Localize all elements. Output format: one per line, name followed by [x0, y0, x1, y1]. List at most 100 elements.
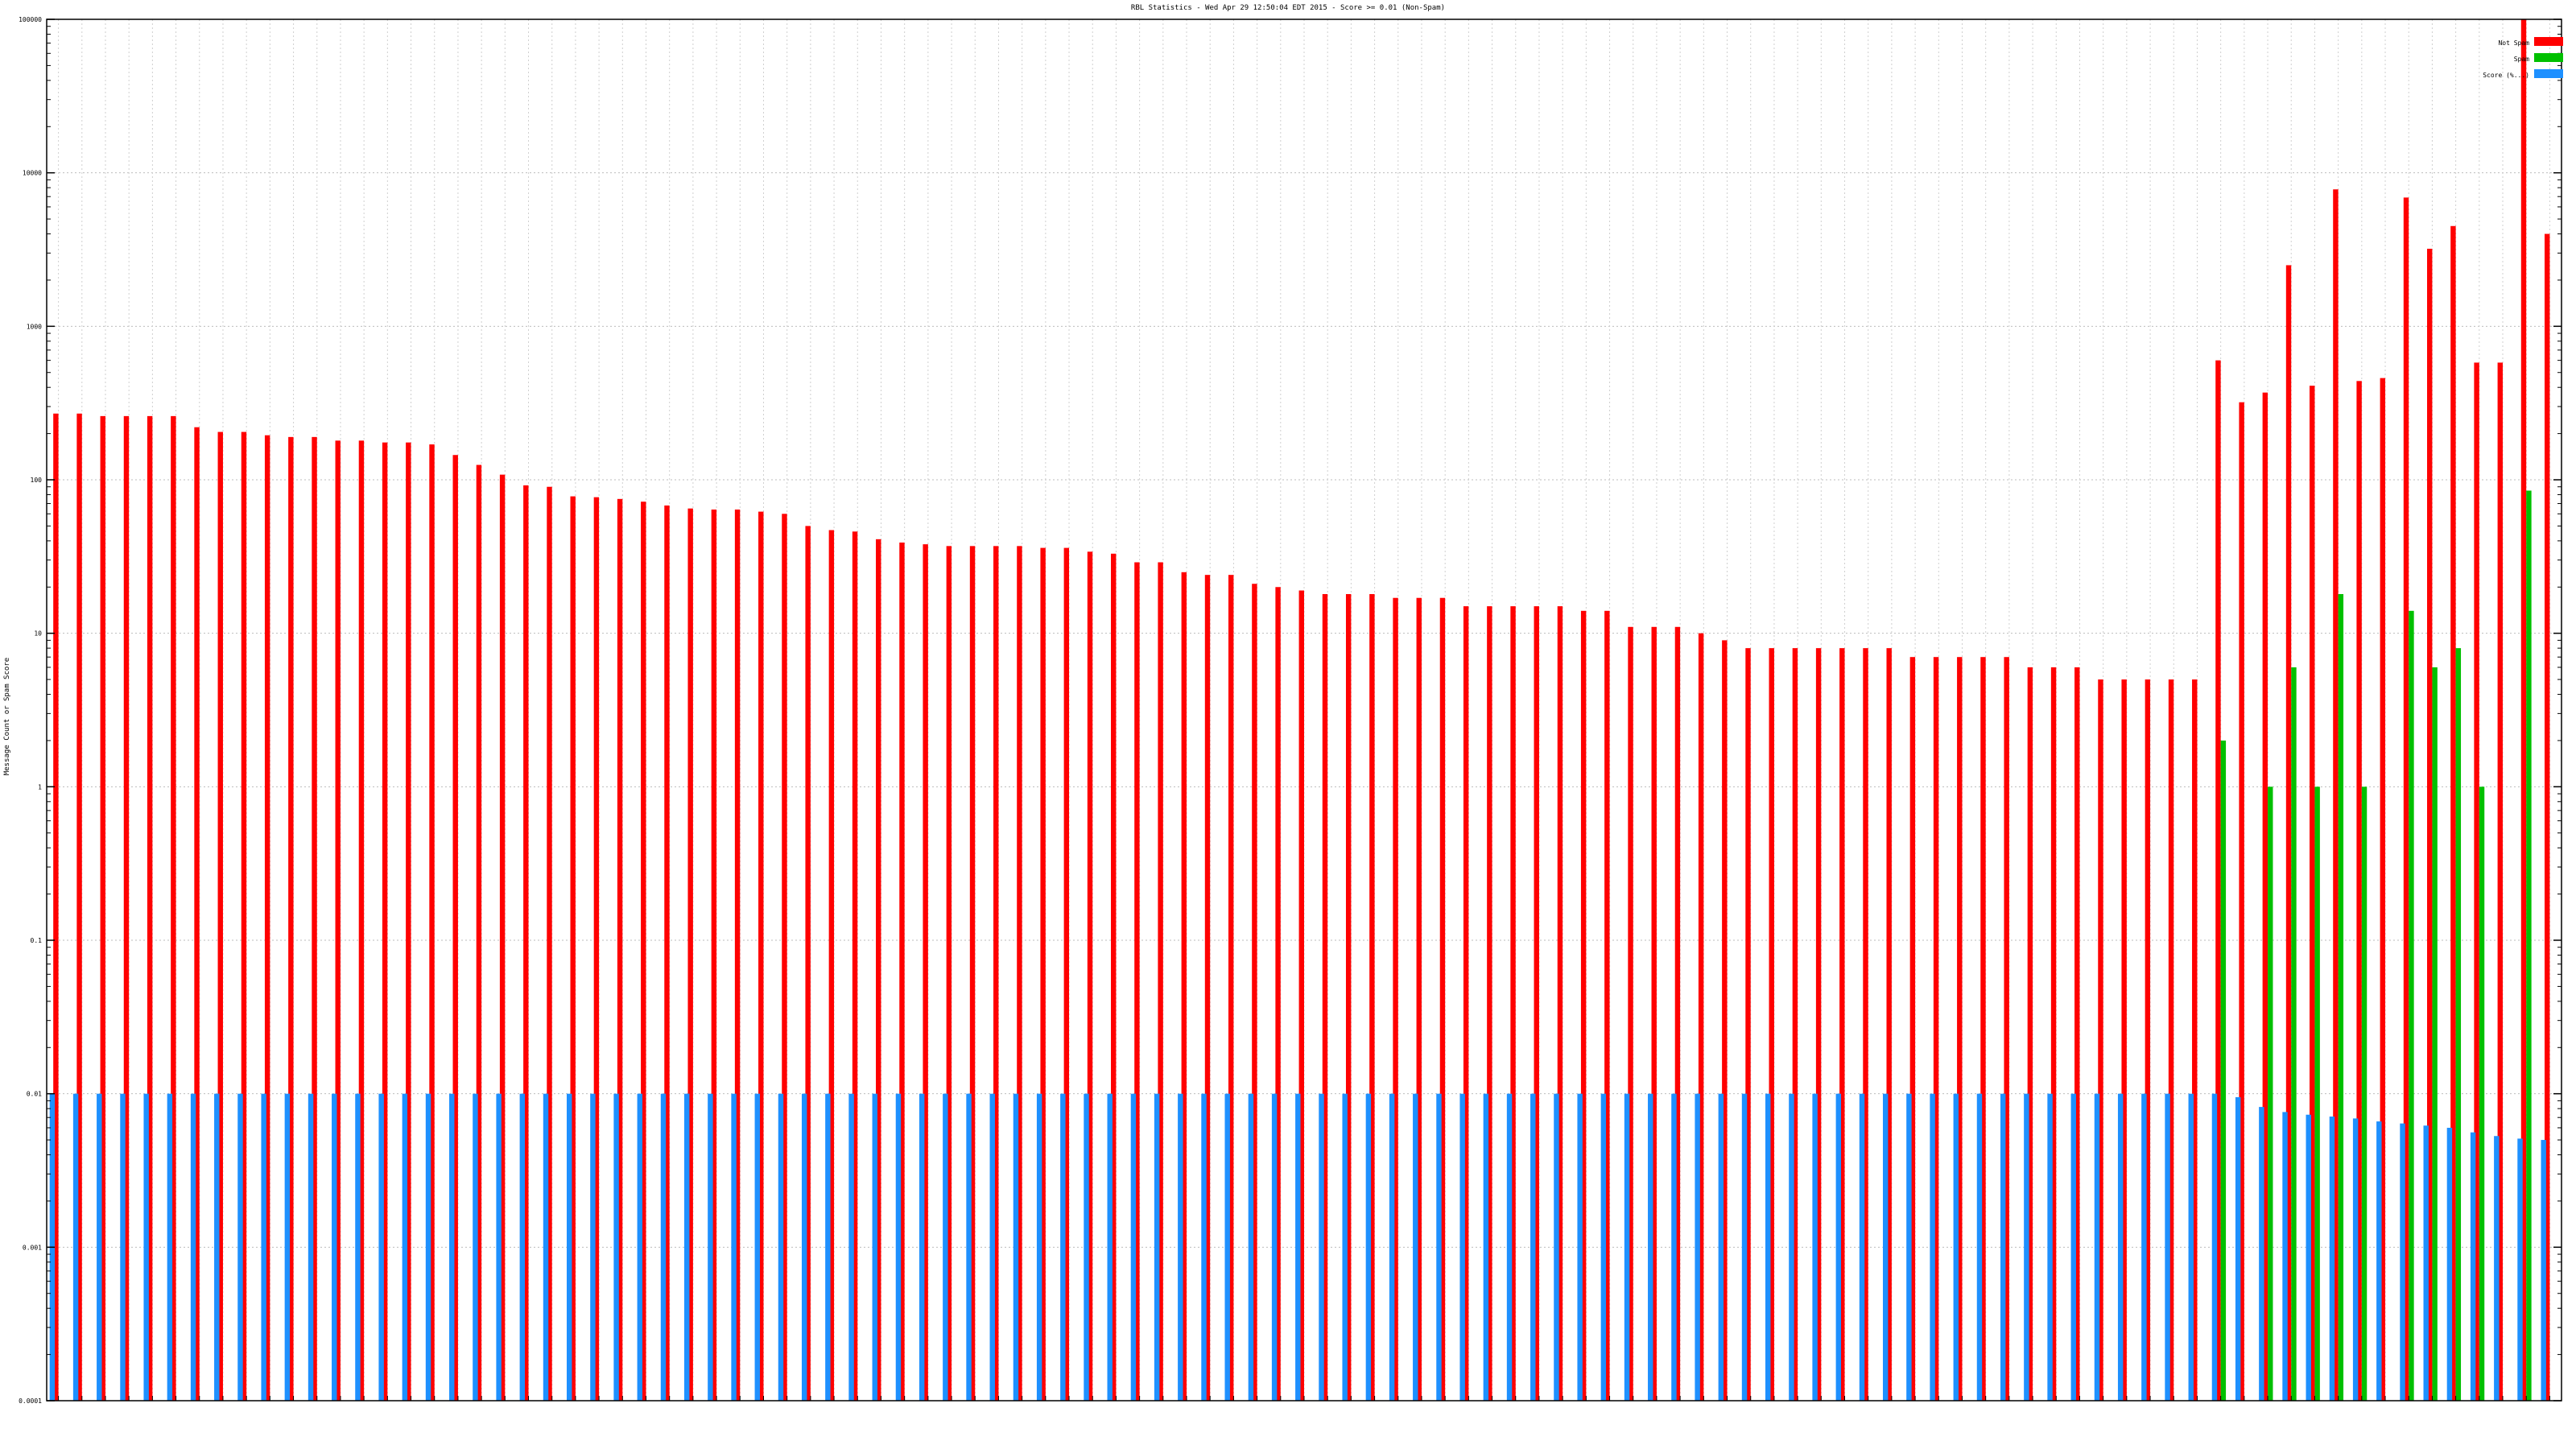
bar-2-94 — [2259, 1107, 2264, 1401]
y-tick-label: 0.1 — [31, 937, 43, 944]
bar-0-0 — [53, 413, 59, 1401]
bar-2-97 — [2329, 1117, 2335, 1401]
bar-0-101 — [2426, 249, 2433, 1401]
bar-0-5 — [171, 415, 176, 1401]
bar-2-72 — [1741, 1093, 1748, 1401]
bar-2-39 — [966, 1093, 972, 1401]
bar-0-2 — [100, 415, 105, 1401]
bar-2-79 — [1906, 1093, 1912, 1401]
bar-0-78 — [1886, 648, 1892, 1401]
bar-2-68 — [1648, 1093, 1653, 1401]
bar-0-87 — [2098, 679, 2103, 1401]
bar-0-58 — [1416, 597, 1422, 1401]
bar-2-26 — [660, 1093, 667, 1401]
bar-2-103 — [2470, 1132, 2476, 1401]
bar-0-46 — [1134, 562, 1140, 1401]
bar-0-41 — [1017, 546, 1022, 1401]
bar-2-92 — [2211, 1093, 2218, 1401]
bar-2-59 — [1436, 1093, 1442, 1401]
legend-label: Spam — [2514, 56, 2529, 63]
bar-0-43 — [1063, 547, 1070, 1401]
bar-2-88 — [2117, 1093, 2124, 1401]
bar-2-74 — [1789, 1093, 1794, 1401]
bar-2-31 — [778, 1093, 784, 1401]
y-axis-label: Message Count or Spam Score — [3, 658, 11, 775]
bar-2-55 — [1342, 1093, 1348, 1401]
bar-0-55 — [1345, 593, 1352, 1401]
bar-2-85 — [2047, 1093, 2053, 1401]
y-axis: 0.0001 0.001 0.01 0.1 1 10 100 1000 10000 100000 — [19, 16, 2562, 1405]
bar-0-70 — [1698, 633, 1704, 1401]
bar-0-19 — [499, 474, 506, 1401]
bar-0-68 — [1651, 626, 1657, 1401]
bar-0-49 — [1204, 575, 1211, 1401]
bar-2-44 — [1084, 1093, 1089, 1401]
bar-0-18 — [476, 464, 482, 1401]
bar-0-61 — [1487, 606, 1492, 1401]
bar-0-29 — [734, 509, 741, 1401]
bar-2-71 — [1718, 1093, 1724, 1401]
bar-0-25 — [641, 502, 646, 1402]
bar-2-10 — [284, 1093, 291, 1401]
bar-2-46 — [1130, 1093, 1137, 1401]
bar-0-95 — [2285, 265, 2292, 1401]
bar-1-100 — [2409, 610, 2414, 1401]
bar-0-50 — [1228, 575, 1234, 1401]
bar-0-94 — [2262, 392, 2268, 1402]
bar-2-104 — [2494, 1136, 2500, 1401]
bar-2-30 — [754, 1093, 760, 1401]
bar-1-102 — [2455, 648, 2462, 1401]
bar-0-57 — [1393, 597, 1398, 1401]
legend-swatch — [2534, 53, 2563, 62]
bar-2-95 — [2282, 1112, 2288, 1401]
bar-0-98 — [2356, 381, 2362, 1401]
bar-0-88 — [2121, 679, 2127, 1401]
bar-2-22 — [566, 1093, 572, 1401]
bar-0-26 — [664, 505, 670, 1401]
bar-0-62 — [1510, 606, 1516, 1401]
bar-2-27 — [683, 1093, 690, 1401]
bar-0-104 — [2497, 362, 2504, 1402]
bar-0-93 — [2239, 402, 2244, 1402]
bar-2-75 — [1812, 1093, 1818, 1401]
bar-0-11 — [312, 436, 317, 1401]
bar-2-84 — [2024, 1093, 2029, 1401]
bar-2-29 — [731, 1093, 737, 1401]
bar-0-35 — [876, 539, 881, 1401]
bar-2-58 — [1413, 1093, 1418, 1401]
bar-0-102 — [2450, 225, 2456, 1401]
bar-2-18 — [473, 1093, 478, 1401]
bar-0-73 — [1769, 648, 1774, 1401]
bar-2-9 — [261, 1093, 266, 1401]
bar-2-54 — [1319, 1093, 1324, 1401]
bar-2-73 — [1765, 1093, 1771, 1401]
bar-2-67 — [1624, 1093, 1630, 1401]
bar-0-86 — [2074, 667, 2080, 1401]
bar-0-82 — [1980, 657, 1986, 1401]
legend-label: Not Spam — [2498, 39, 2529, 47]
bar-2-49 — [1201, 1093, 1207, 1401]
bar-2-76 — [1835, 1093, 1842, 1401]
bar-2-51 — [1248, 1093, 1254, 1401]
bar-1-92 — [2220, 740, 2227, 1401]
bar-0-34 — [852, 531, 858, 1402]
y-tick-label: 0.01 — [27, 1091, 42, 1098]
bar-2-105 — [2517, 1138, 2523, 1401]
y-tick-label: 100000 — [19, 16, 42, 23]
bar-2-14 — [378, 1093, 384, 1401]
bar-2-53 — [1295, 1093, 1301, 1401]
bar-2-101 — [2423, 1125, 2429, 1401]
bar-0-67 — [1628, 626, 1633, 1401]
bar-0-21 — [547, 486, 552, 1402]
bar-2-60 — [1459, 1093, 1465, 1401]
bar-0-75 — [1815, 648, 1822, 1401]
bar-0-10 — [288, 436, 294, 1401]
bar-0-48 — [1181, 572, 1187, 1402]
bar-1-101 — [2432, 667, 2438, 1401]
bar-2-3 — [120, 1093, 126, 1401]
bar-2-32 — [801, 1093, 807, 1401]
bar-2-78 — [1882, 1093, 1889, 1401]
bar-2-40 — [989, 1093, 995, 1401]
bar-0-77 — [1863, 648, 1868, 1401]
bar-0-64 — [1557, 606, 1563, 1401]
